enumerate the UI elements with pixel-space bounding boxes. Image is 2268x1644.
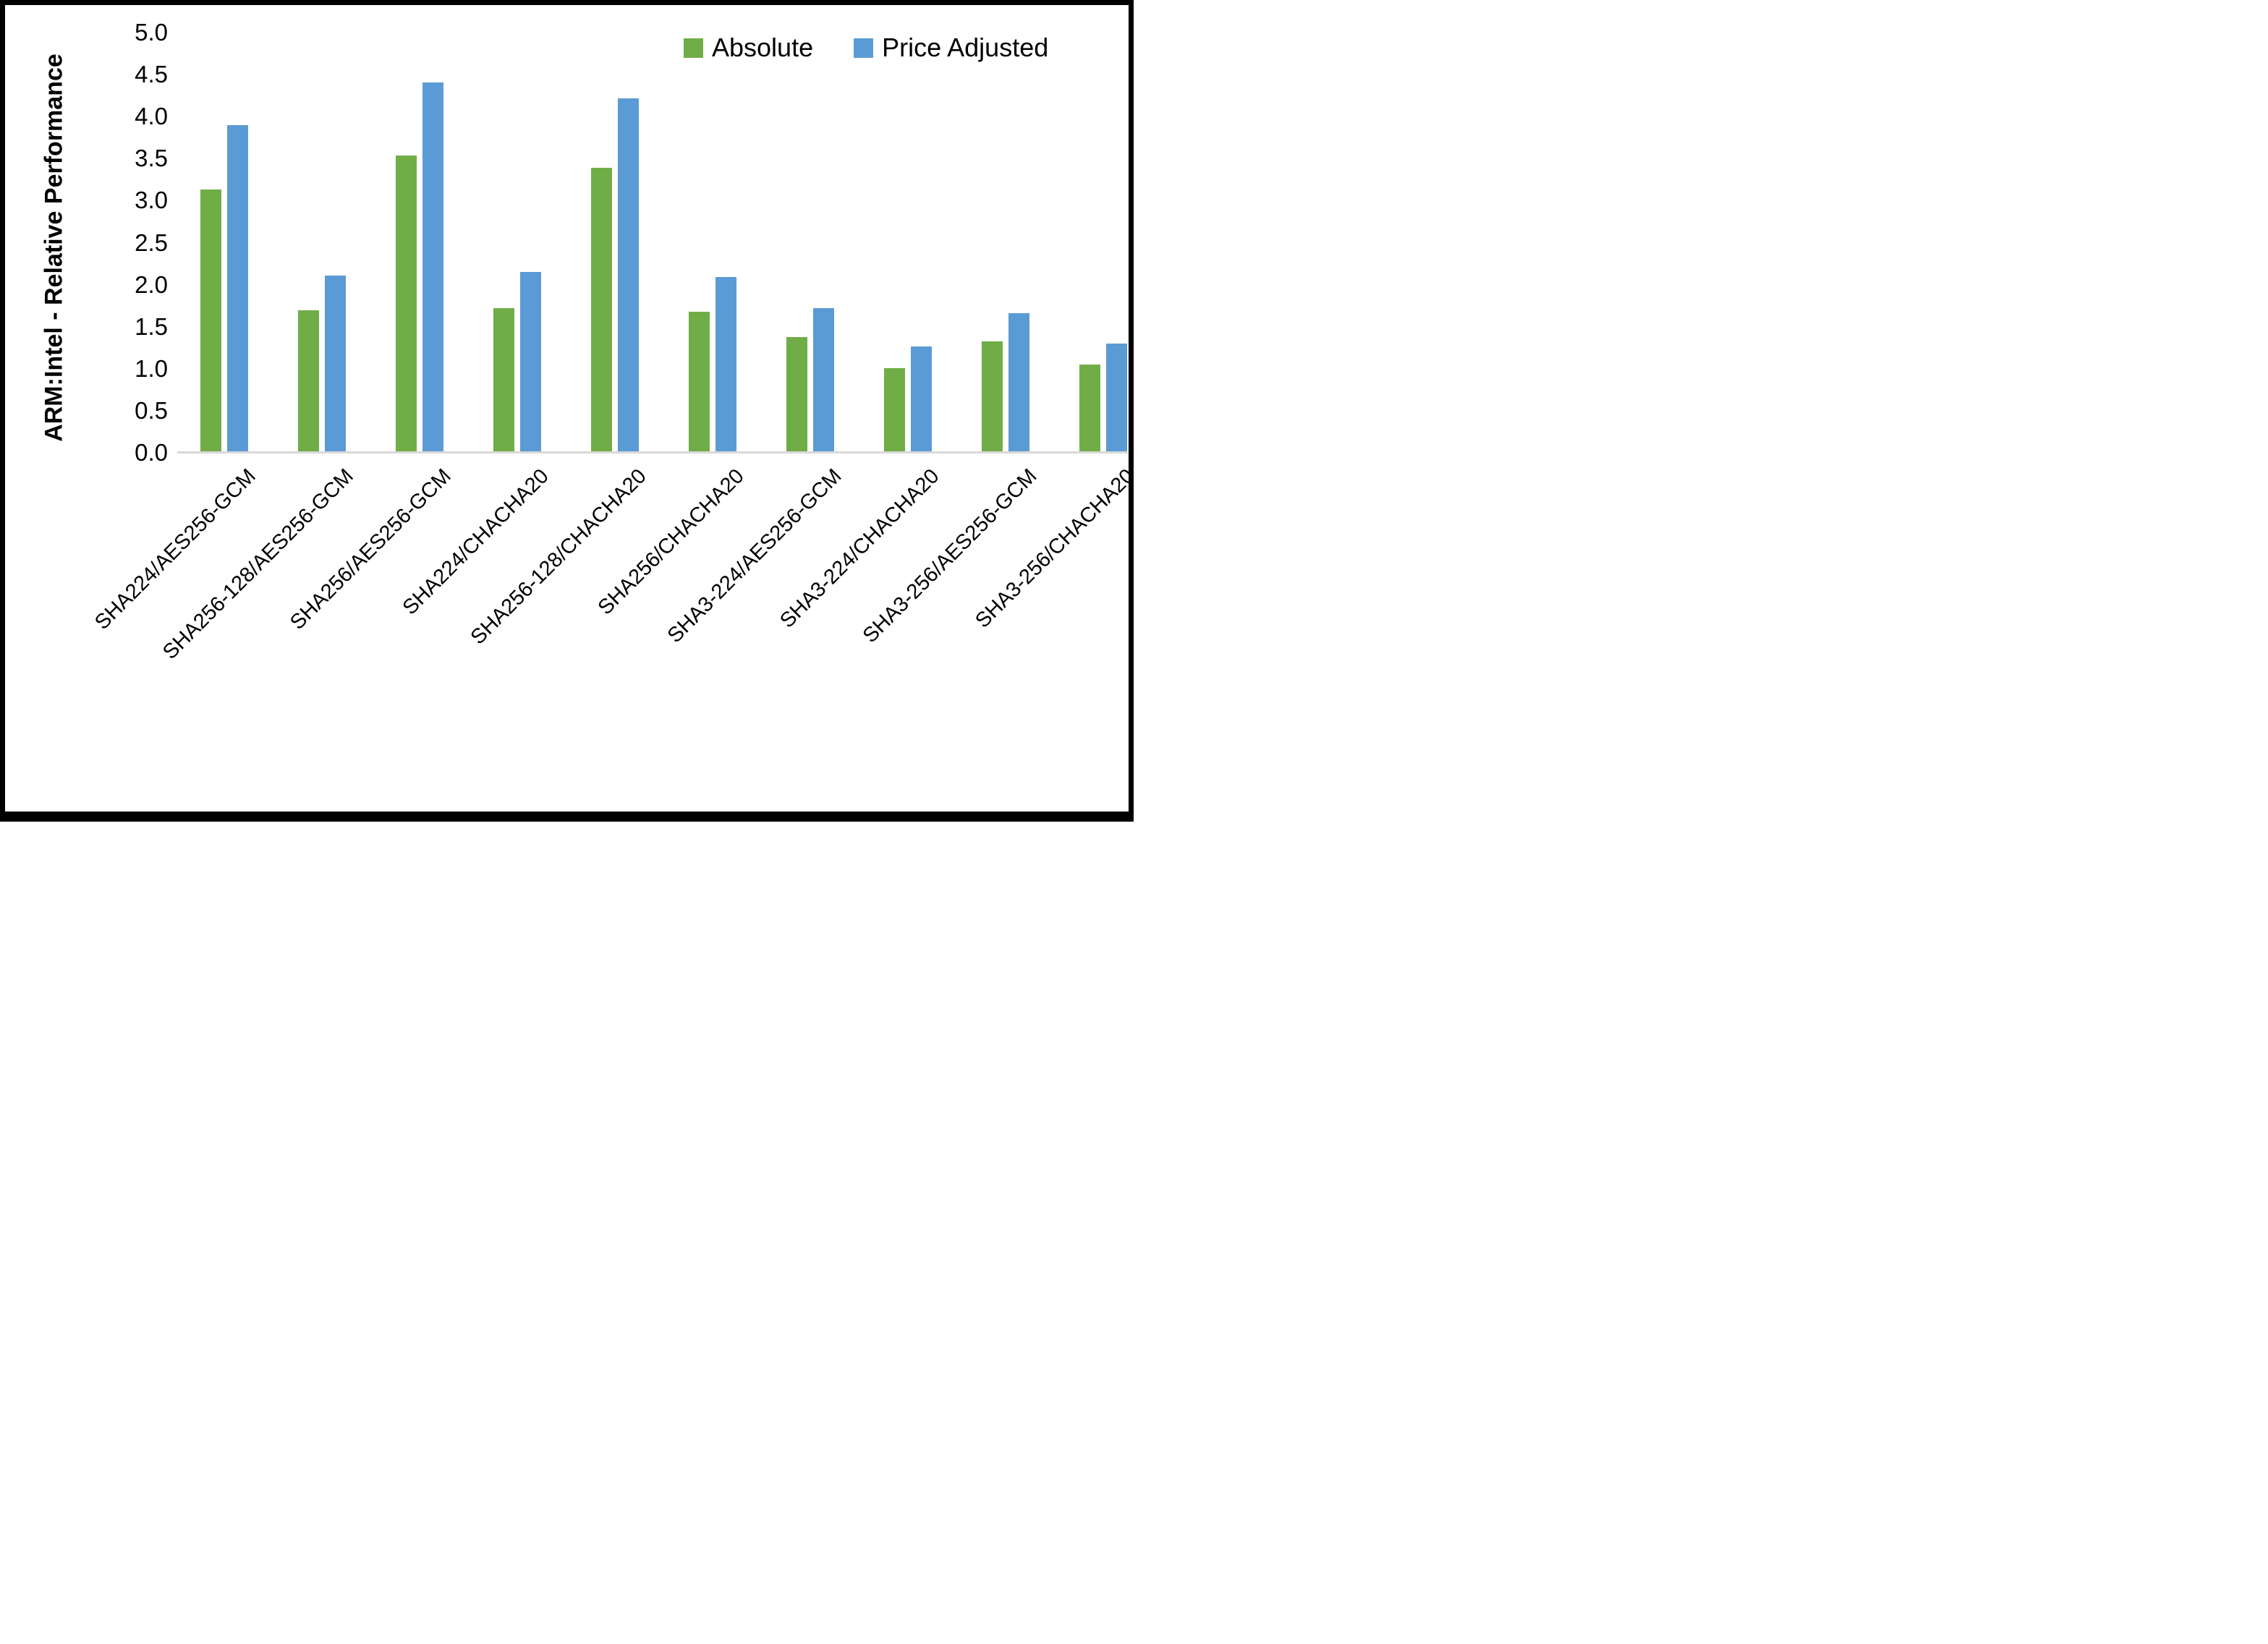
x-axis-label: SHA256/AES256-GCM xyxy=(286,464,456,634)
y-tick-label: 0.5 xyxy=(135,396,168,424)
x-axis-label: SHA256-128/CHACHA20 xyxy=(466,464,651,649)
bar-price-adjusted xyxy=(325,275,346,452)
legend-swatch-price-adjusted xyxy=(854,38,874,58)
x-axis-label: SHA3-256/CHACHA20 xyxy=(971,464,1134,633)
y-tick-label: 3.5 xyxy=(135,145,168,172)
y-tick-label: 4.5 xyxy=(135,61,168,88)
x-axis-label: SHA3-224/AES256-GCM xyxy=(663,464,846,648)
bar-absolute xyxy=(493,308,514,452)
y-tick-label: 1.5 xyxy=(135,312,168,340)
y-tick-label: 1.0 xyxy=(135,354,168,382)
x-axis-label: SHA3-256/AES256-GCM xyxy=(859,464,1042,648)
bar-price-adjusted xyxy=(715,277,736,452)
plot-area xyxy=(5,5,1129,452)
bar-absolute xyxy=(396,155,417,452)
legend-label-price-adjusted: Price Adjusted xyxy=(882,33,1049,62)
legend-item-absolute: Absolute xyxy=(684,33,813,63)
bar-absolute xyxy=(1079,365,1100,452)
bar-absolute xyxy=(982,341,1003,452)
x-axis-label: SHA256-128/AES256-GCM xyxy=(158,464,358,664)
legend-swatch-absolute xyxy=(684,38,703,58)
y-tick-label: 5.0 xyxy=(135,19,168,46)
bar-absolute xyxy=(786,336,807,452)
bar-absolute xyxy=(200,189,221,452)
y-tick-label: 0.0 xyxy=(135,439,168,466)
bar-price-adjusted xyxy=(227,124,248,452)
y-tick-label: 4.0 xyxy=(135,103,168,130)
bar-absolute xyxy=(298,310,319,452)
bar-price-adjusted xyxy=(618,98,639,452)
y-tick-label: 2.0 xyxy=(135,271,168,298)
bar-absolute xyxy=(689,311,710,452)
chart-frame: ARM:Intel - Relative Performance 0.0 0.5 1… xyxy=(0,0,1134,822)
bar-price-adjusted xyxy=(520,272,541,452)
bar-price-adjusted xyxy=(1106,344,1127,452)
legend-item-price-adjusted: Price Adjusted xyxy=(854,33,1048,63)
bar-price-adjusted xyxy=(1008,313,1029,452)
bar-absolute xyxy=(884,367,905,452)
bar-absolute xyxy=(591,168,612,452)
legend: Absolute Price Adjusted xyxy=(684,33,1048,63)
x-axis-label: SHA3-224/CHACHA20 xyxy=(776,464,944,633)
bar-price-adjusted xyxy=(911,346,932,452)
y-tick-label: 2.5 xyxy=(135,229,168,256)
legend-label-absolute: Absolute xyxy=(712,33,814,62)
x-axis-line xyxy=(177,451,1128,453)
bar-price-adjusted xyxy=(422,82,443,452)
y-tick-label: 3.0 xyxy=(135,187,168,214)
x-axis-label: SHA224/AES256-GCM xyxy=(90,464,260,634)
bar-price-adjusted xyxy=(813,308,834,452)
